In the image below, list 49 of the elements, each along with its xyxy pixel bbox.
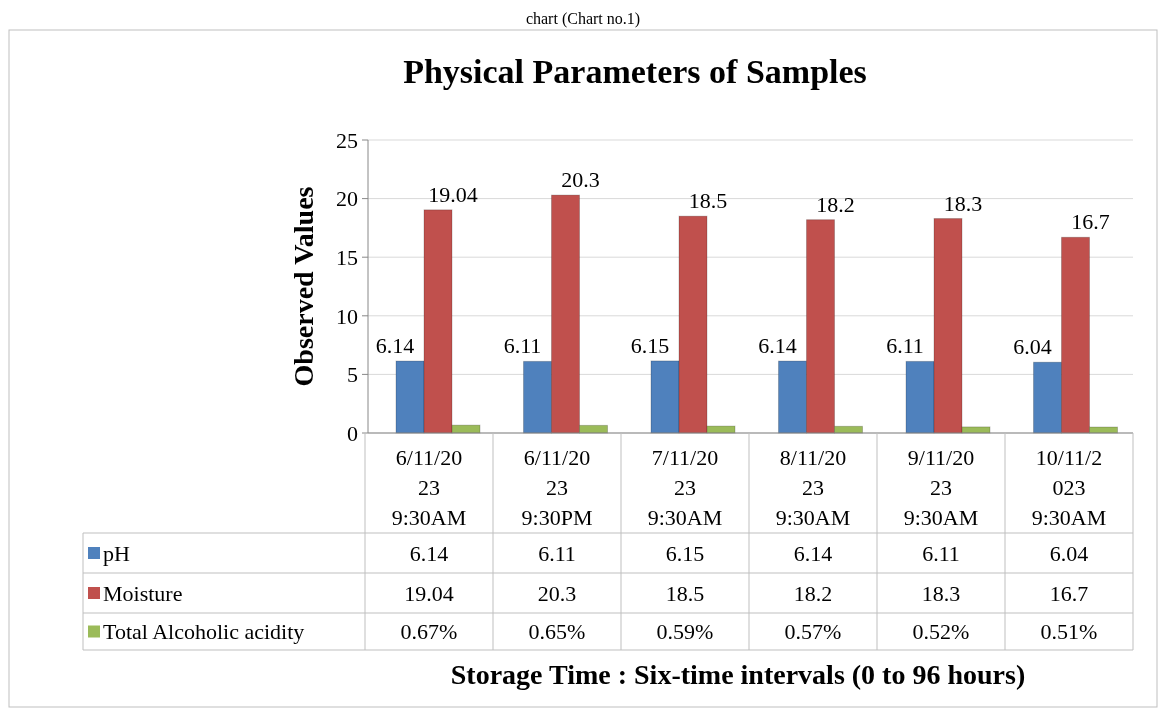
data-label: 0.51% — [1040, 619, 1098, 645]
text: 16.7 — [1071, 209, 1110, 235]
data-label: 6.04 — [1049, 540, 1089, 566]
data-label: 0.67% — [400, 619, 458, 645]
text: 6.15 — [630, 332, 670, 358]
text: 6.04 — [1013, 334, 1052, 360]
data-label: 6.11 — [922, 540, 960, 566]
chart-title: Physical Parameters of Samples — [403, 53, 867, 90]
y-tick-label: 0 — [347, 420, 358, 446]
data-label: 18.2 — [793, 580, 833, 606]
x-axis-title: Storage Time : Six-time intervals (0 to 96 hours) — [450, 659, 1026, 690]
y-tick-label: 20 — [336, 186, 358, 212]
x-tick-label: 9/11/2023 9:30AM — [903, 445, 979, 530]
text: 19.04 — [428, 181, 478, 207]
data-label: 6.11 — [538, 540, 576, 566]
text: 18.5 — [688, 188, 728, 214]
y-tick-label: 15 — [336, 244, 358, 270]
text: 6.11 — [503, 333, 542, 359]
data-label: 6.14 — [793, 540, 833, 566]
text: 20.3 — [561, 167, 600, 193]
text: 6.14 — [375, 333, 415, 359]
data-label: 6.14 — [409, 540, 449, 566]
text: chart (Chart no.1) — [525, 10, 641, 28]
x-tick-label: 10/11/2023 9:30AM — [1031, 445, 1107, 530]
x-tick-label: 8/11/2023 9:30AM — [775, 445, 851, 530]
text: 18.3 — [943, 190, 983, 216]
y-tick-label: 25 — [336, 127, 358, 153]
x-tick-label: 7/11/2023 9:30AM — [647, 445, 723, 530]
text: 18.2 — [816, 191, 855, 217]
data-label: 0.59% — [656, 619, 714, 645]
data-label: 0.65% — [528, 619, 586, 645]
data-label: 18.3 — [921, 580, 961, 606]
y-tick-label: 5 — [347, 362, 358, 388]
data-label: 18.5 — [665, 580, 705, 606]
data-label: 0.52% — [912, 619, 970, 645]
text: 6.14 — [758, 333, 797, 359]
y-axis-title: Observed Values — [288, 186, 319, 387]
data-label: 19.04 — [404, 580, 454, 606]
data-label: 6.15 — [665, 540, 705, 566]
legend-label: Moisture — [103, 580, 183, 606]
text: 6.11 — [886, 333, 924, 359]
y-tick-label: 10 — [336, 303, 358, 329]
x-tick-label: 6/11/2023 9:30PM — [521, 445, 593, 530]
legend-label: Total Alcoholic acidity — [103, 619, 305, 645]
legend-label: pH — [103, 540, 130, 566]
data-label: 16.7 — [1049, 580, 1089, 606]
data-label: 0.57% — [784, 619, 842, 645]
data-label: 20.3 — [537, 580, 577, 606]
x-tick-label: 6/11/2023 9:30AM — [391, 445, 467, 530]
